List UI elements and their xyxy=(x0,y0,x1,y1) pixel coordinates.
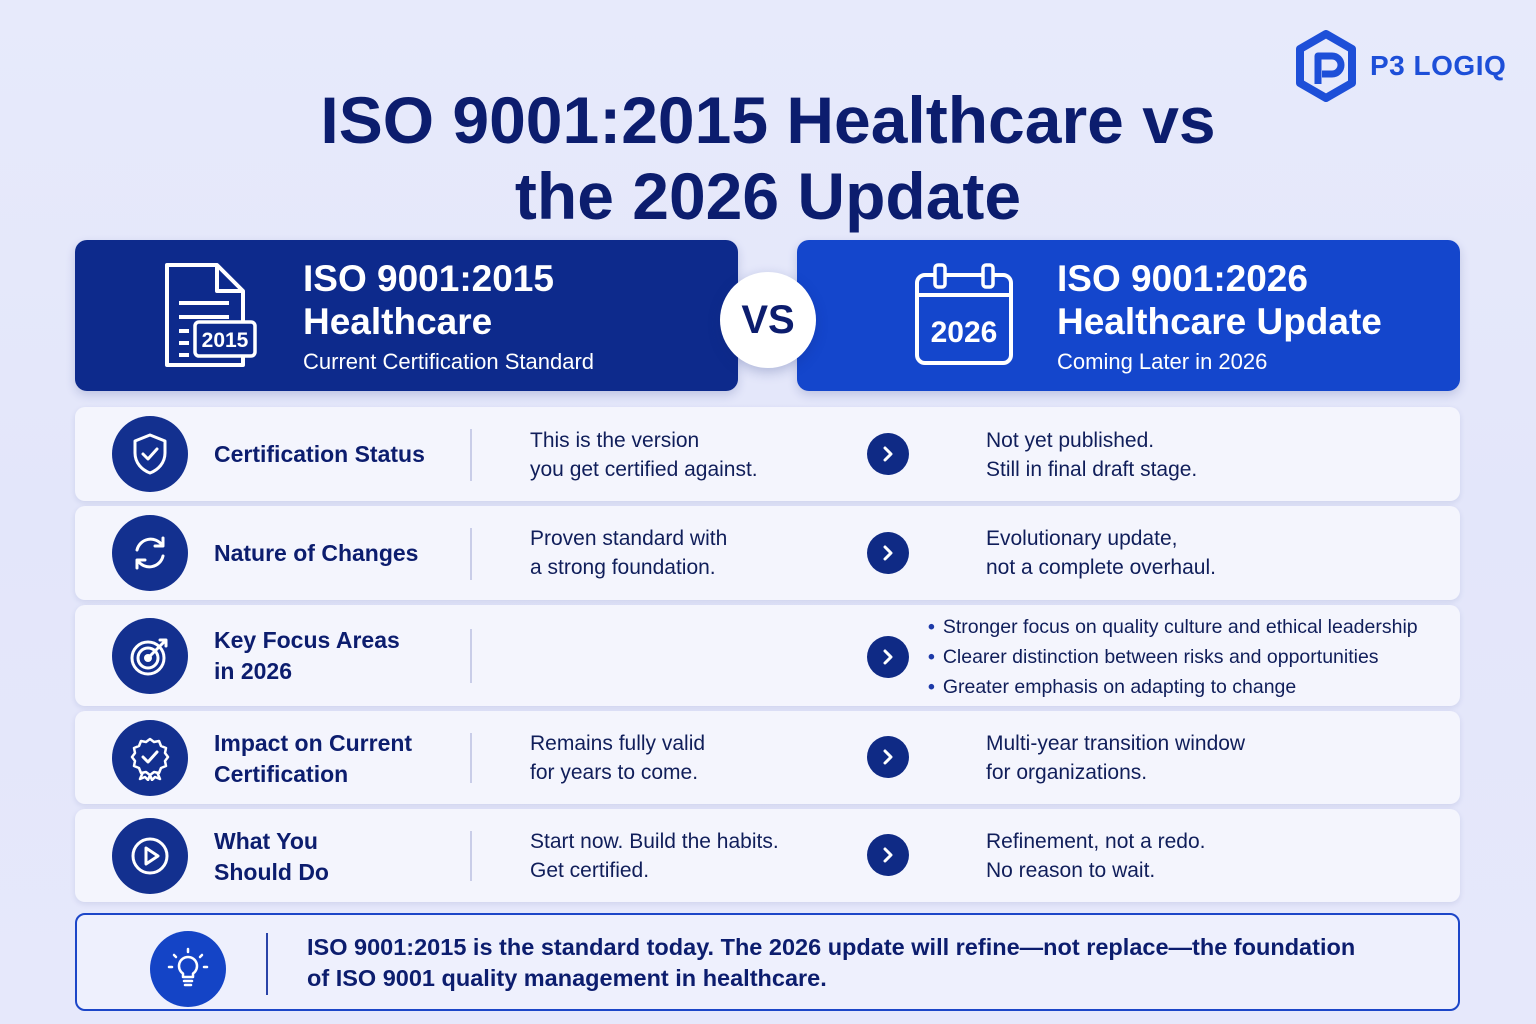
header-2015-subtitle: Current Certification Standard xyxy=(303,348,595,374)
footer-callout: ISO 9001:2015 is the standard today. The… xyxy=(75,913,1460,1011)
row-2015-text: Start now. Build the habits. Get certifi… xyxy=(530,827,850,885)
row-2015-text-line-1: Remains fully valid xyxy=(530,732,706,755)
comparison-row-what-you-should-do: What You Should Do Start now. Build the … xyxy=(75,809,1460,902)
header-card-2015: 2015 ISO 9001:2015 Healthcare Current Ce… xyxy=(75,240,738,391)
lightbulb-icon xyxy=(150,931,226,1007)
row-2015-text-line-1: Proven standard with xyxy=(530,527,728,550)
award-badge-icon xyxy=(112,720,188,796)
header-2026-title-line-1: ISO 9001:2026 xyxy=(1057,257,1308,299)
row-2015-text-line-1: Start now. Build the habits. xyxy=(530,830,779,853)
document-icon-year: 2015 xyxy=(202,329,249,352)
chevron-right-icon xyxy=(867,433,909,475)
list-item: Stronger focus on quality culture and et… xyxy=(928,612,1418,642)
row-2026-text-line-1: Not yet published. xyxy=(986,429,1155,452)
comparison-row-nature-of-changes: Nature of Changes Proven standard with a… xyxy=(75,506,1460,600)
page-title-line-2: the 2026 Update xyxy=(514,159,1022,233)
row-2015-text: This is the version you get certified ag… xyxy=(530,426,850,484)
calendar-icon-year: 2026 xyxy=(931,316,998,349)
list-item: Clearer distinction between risks and op… xyxy=(928,642,1418,672)
row-label-line-1: Nature of Changes xyxy=(214,540,419,566)
row-2015-text-line-2: you get certified against. xyxy=(530,458,758,481)
row-divider xyxy=(470,528,472,580)
target-icon xyxy=(112,618,188,694)
brand-name: P3 LOGIQ xyxy=(1370,50,1507,81)
row-label: Certification Status xyxy=(214,439,454,470)
row-label-line-1: Impact on Current xyxy=(214,730,413,756)
chevron-right-icon xyxy=(867,834,909,876)
refresh-icon xyxy=(112,515,188,591)
header-card-2026: 2026 ISO 9001:2026 Healthcare Update Com… xyxy=(797,240,1460,391)
p3-logo-icon xyxy=(1296,30,1356,102)
brand-logo: P3 LOGIQ xyxy=(1294,30,1506,102)
focus-areas-list: Stronger focus on quality culture and et… xyxy=(928,612,1418,702)
row-2015-text-line-2: a strong foundation. xyxy=(530,556,716,579)
row-2015-text: Proven standard with a strong foundation… xyxy=(530,524,850,582)
row-2026-text: Multi-year transition window for organiz… xyxy=(986,729,1446,787)
row-label-line-2: in 2026 xyxy=(214,658,292,684)
row-label: Nature of Changes xyxy=(214,538,454,569)
row-2015-text: Remains fully valid for years to come. xyxy=(530,729,850,787)
row-label: What You Should Do xyxy=(214,826,454,888)
header-2015-title-line-1: ISO 9001:2015 xyxy=(303,257,554,299)
footer-message-line-1: ISO 9001:2015 is the standard today. The… xyxy=(307,934,1356,960)
footer-message: ISO 9001:2015 is the standard today. The… xyxy=(307,932,1437,994)
row-2026-text-line-2: not a complete overhaul. xyxy=(986,556,1216,579)
row-label-line-1: Key Focus Areas xyxy=(214,627,400,653)
chevron-right-icon xyxy=(867,636,909,678)
header-2026-title-line-2: Healthcare Update xyxy=(1057,300,1382,342)
row-divider xyxy=(470,429,472,481)
row-2026-text: Evolutionary update, not a complete over… xyxy=(986,524,1446,582)
row-2015-text-line-2: for years to come. xyxy=(530,761,699,784)
chevron-right-icon xyxy=(867,736,909,778)
vs-badge: VS xyxy=(720,272,816,368)
row-2015-text-line-1: This is the version xyxy=(530,429,700,452)
row-2026-text-line-2: for organizations. xyxy=(986,761,1148,784)
footer-divider xyxy=(266,933,268,995)
row-2026-text: Refinement, not a redo. No reason to wai… xyxy=(986,827,1446,885)
shield-check-icon xyxy=(112,416,188,492)
header-2026-subtitle: Coming Later in 2026 xyxy=(1057,348,1268,374)
comparison-row-certification-status: Certification Status This is the version… xyxy=(75,407,1460,501)
page-title-line-1: ISO 9001:2015 Healthcare vs xyxy=(320,83,1216,157)
row-2026-text-line-2: Still in final draft stage. xyxy=(986,458,1198,481)
document-2015-icon: 2015 xyxy=(155,261,265,371)
play-icon xyxy=(112,818,188,894)
list-item: Greater emphasis on adapting to change xyxy=(928,672,1418,702)
row-2015-text-line-2: Get certified. xyxy=(530,859,650,882)
row-label: Key Focus Areas in 2026 xyxy=(214,625,454,687)
comparison-row-key-focus-areas: Key Focus Areas in 2026 Stronger focus o… xyxy=(75,605,1460,706)
header-2015-title-line-2: Healthcare xyxy=(303,300,493,342)
row-label-line-1: What You xyxy=(214,828,318,854)
row-divider xyxy=(470,831,472,881)
page-title: ISO 9001:2015 Healthcare vs the 2026 Upd… xyxy=(0,82,1536,234)
row-label-line-1: Certification Status xyxy=(214,441,425,467)
comparison-row-impact-on-current-certification: Impact on Current Certification Remains … xyxy=(75,711,1460,804)
chevron-right-icon xyxy=(867,532,909,574)
calendar-2026-icon: 2026 xyxy=(909,261,1019,371)
row-2026-text-line-1: Evolutionary update, xyxy=(986,527,1178,550)
row-label-line-2: Should Do xyxy=(214,859,329,885)
row-label-line-2: Certification xyxy=(214,761,349,787)
row-2026-text-line-1: Refinement, not a redo. xyxy=(986,830,1206,853)
row-divider xyxy=(470,733,472,783)
footer-message-line-2: of ISO 9001 quality management in health… xyxy=(307,965,827,991)
row-2026-text-line-1: Multi-year transition window xyxy=(986,732,1246,755)
row-label: Impact on Current Certification xyxy=(214,728,454,790)
row-2026-text: Not yet published. Still in final draft … xyxy=(986,426,1446,484)
row-2026-text-line-2: No reason to wait. xyxy=(986,859,1156,882)
row-divider xyxy=(470,629,472,683)
